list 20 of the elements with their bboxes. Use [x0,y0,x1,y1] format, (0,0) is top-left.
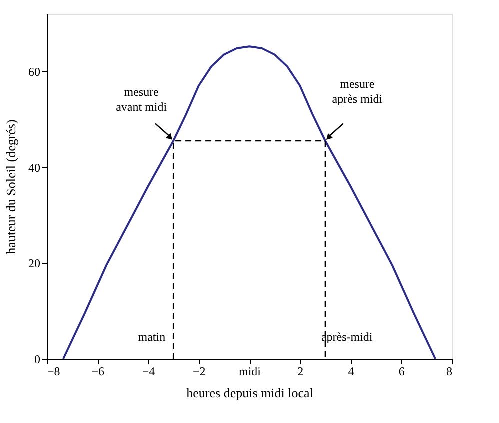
line-series [62,46,437,360]
annotation: mesure avant midi [116,84,168,114]
x-tick-label: 8 [446,364,452,378]
x-tick-label: 2 [298,364,304,378]
x-tick-label: −6 [92,364,105,378]
annotation: mesure après midi [332,76,384,106]
x-axis-title: heures depuis midi local [186,386,314,400]
y-tick-label: 60 [28,65,40,79]
x-tick-label: 6 [398,364,405,378]
y-tick-label: 40 [28,160,40,175]
annotation: matin [138,330,166,344]
x-tick-label: 4 [348,364,354,378]
x-tick-label: −2 [192,364,206,378]
y-tick-label: 0 [34,352,40,366]
x-tick-label: midi [238,364,262,378]
y-tick-label: 20 [28,256,40,271]
x-tick-label: −8 [48,364,60,378]
y-axis-title: hauteur du Soleil (degrés) [4,120,18,254]
annotation: après-midi [321,330,374,344]
x-tick-label: −4 [142,364,156,378]
